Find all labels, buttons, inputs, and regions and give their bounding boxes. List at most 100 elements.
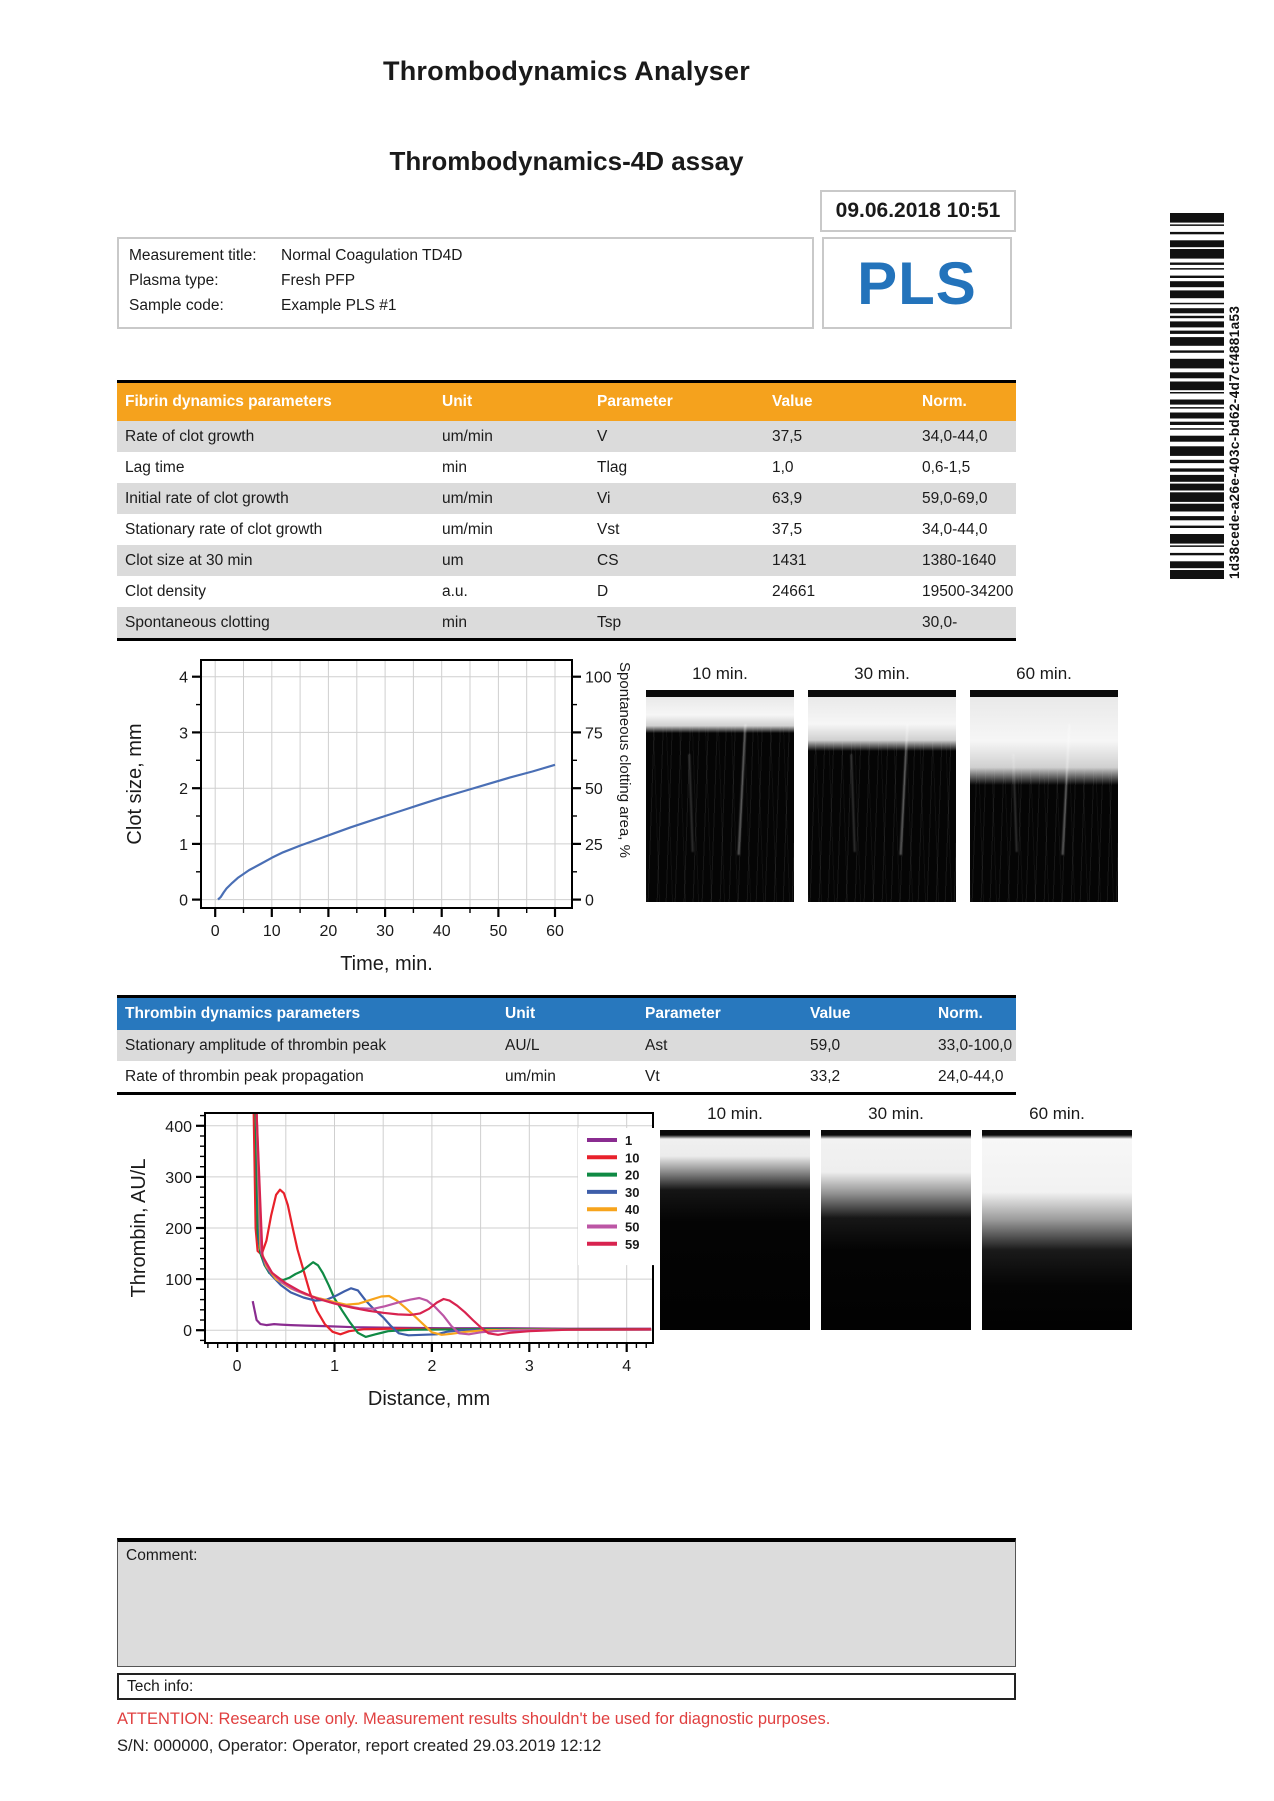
svg-text:30: 30	[625, 1185, 639, 1200]
svg-text:1: 1	[625, 1133, 632, 1148]
svg-text:40: 40	[433, 923, 451, 940]
svg-text:0: 0	[179, 893, 188, 910]
svg-text:10: 10	[263, 923, 281, 940]
info-value: Example PLS #1	[281, 297, 397, 314]
table-cell: um/min	[505, 1067, 556, 1085]
info-row: Measurement title: Normal Coagulation TD4…	[129, 247, 812, 265]
column-header: Value	[810, 1005, 851, 1022]
fibrin-photo-label-30min: 30 min.	[854, 664, 910, 683]
svg-text:2: 2	[427, 1358, 436, 1375]
table-cell: um/min	[442, 489, 493, 507]
table-cell: 0,6-1,5	[922, 458, 971, 476]
serial-operator-line: S/N: 000000, Operator: Operator, report …	[117, 1737, 602, 1755]
column-header: Parameter	[597, 393, 673, 410]
thrombin-glow-photo-10min	[660, 1130, 810, 1330]
column-header: Norm.	[938, 1005, 983, 1022]
svg-text:25: 25	[585, 837, 603, 854]
svg-text:59: 59	[625, 1237, 639, 1252]
table-cell: 37,5	[772, 520, 803, 538]
table-cell: 34,0-44,0	[922, 520, 988, 538]
pls-logo: PLS	[857, 249, 977, 317]
report-datetime: 09.06.2018 10:51	[835, 199, 1001, 222]
svg-text:0: 0	[211, 923, 220, 940]
table-cell: 33,0-100,0	[938, 1036, 1013, 1054]
comment-box[interactable]: Comment:	[117, 1538, 1016, 1667]
table-cell: um	[442, 551, 464, 569]
table-row: Initial rate of clot growth um/min Vi 63,9 5…	[117, 483, 1016, 514]
thrombin-photo-label-10min: 10 min.	[707, 1104, 763, 1123]
tech-info-box[interactable]: Tech info:	[117, 1673, 1016, 1700]
svg-text:Time, min.: Time, min.	[340, 953, 433, 975]
svg-text:4: 4	[179, 670, 188, 687]
svg-text:Thrombin, AU/L: Thrombin, AU/L	[128, 1159, 150, 1298]
column-header: Norm.	[922, 393, 967, 410]
thrombin-table-header: Thrombin dynamics parameters Unit Paramete…	[117, 996, 1016, 1030]
svg-text:Clot size, mm: Clot size, mm	[124, 723, 146, 844]
svg-text:40: 40	[625, 1202, 639, 1217]
svg-text:100: 100	[165, 1272, 192, 1289]
table-cell: 24661	[772, 582, 816, 600]
report-datetime-box: 09.06.2018 10:51	[820, 190, 1016, 232]
table-cell: AU/L	[505, 1036, 540, 1054]
column-header: Thrombin dynamics parameters	[125, 1005, 361, 1022]
table-cell: Tsp	[597, 613, 622, 631]
table-cell: Vst	[597, 520, 620, 538]
table-row: Stationary rate of clot growth um/min Vst 3…	[117, 514, 1016, 545]
table-cell: Stationary rate of clot growth	[125, 520, 323, 538]
app-title: Thrombodynamics Analyser	[383, 56, 750, 86]
barcode	[1170, 213, 1224, 579]
table-row: Spontaneous clotting min Tsp 30,0-	[117, 607, 1016, 640]
fibrin-photo-label-60min: 60 min.	[1016, 664, 1072, 683]
svg-text:20: 20	[320, 923, 338, 940]
column-header: Fibrin dynamics parameters	[125, 393, 332, 410]
table-cell: 24,0-44,0	[938, 1067, 1004, 1085]
svg-text:400: 400	[165, 1119, 192, 1136]
table-cell: Stationary amplitude of thrombin peak	[125, 1036, 387, 1054]
svg-text:30: 30	[376, 923, 394, 940]
table-cell: a.u.	[442, 582, 468, 600]
table-row: Rate of thrombin peak propagation um/min V…	[117, 1061, 1016, 1094]
fibrin-photo-label-10min: 10 min.	[692, 664, 748, 683]
table-cell: CS	[597, 551, 619, 569]
table-cell: min	[442, 458, 467, 476]
table-cell: 37,5	[772, 427, 803, 445]
thrombin-glow-photo-30min	[821, 1130, 971, 1330]
svg-text:1: 1	[330, 1358, 339, 1375]
table-cell: Vt	[645, 1067, 660, 1085]
table-cell: D	[597, 582, 609, 600]
thrombin-table-body: Stationary amplitude of thrombin peak AU/…	[117, 1030, 1016, 1094]
table-cell: 19500-34200	[922, 582, 1014, 600]
fibrin-clot-photo-60min	[970, 690, 1118, 902]
clot-band	[808, 697, 956, 751]
svg-text:200: 200	[165, 1221, 192, 1238]
table-cell: 63,9	[772, 489, 803, 507]
table-cell: Tlag	[597, 458, 628, 476]
table-cell: 34,0-44,0	[922, 427, 988, 445]
table-row: Lag time min Tlag 1,0 0,6-1,5	[117, 452, 1016, 483]
svg-text:10: 10	[625, 1150, 639, 1165]
table-cell: Lag time	[125, 458, 185, 476]
svg-text:0: 0	[233, 1358, 242, 1375]
svg-text:1: 1	[179, 837, 188, 854]
table-row: Clot size at 30 min um CS 1431 1380-1640	[117, 545, 1016, 576]
table-cell: Clot size at 30 min	[125, 551, 253, 569]
cuvette-edge	[646, 690, 794, 697]
svg-text:300: 300	[165, 1170, 192, 1187]
table-cell: 1380-1640	[922, 551, 997, 569]
clot-band	[970, 697, 1118, 785]
table-cell: 1,0	[772, 458, 794, 476]
barcode-text: 1d38cede-a26e-403c-bd62-4d7cf4881a53	[1227, 305, 1242, 579]
table-cell: 59,0	[810, 1036, 841, 1054]
info-value: Normal Coagulation TD4D	[281, 247, 463, 264]
thrombin-parameters-table: Thrombin dynamics parameters Unit Paramete…	[117, 995, 1016, 1095]
column-header: Unit	[442, 393, 473, 410]
info-value: Fresh PFP	[281, 272, 356, 289]
column-header: Parameter	[645, 1005, 721, 1022]
measurement-info-box: Measurement title: Normal Coagulation TD4…	[117, 237, 814, 329]
svg-text:Distance, mm: Distance, mm	[368, 1388, 490, 1410]
table-cell: 59,0-69,0	[922, 489, 988, 507]
svg-text:50: 50	[585, 781, 603, 798]
table-row: Rate of clot growth um/min V 37,5 34,0-44,0	[117, 421, 1016, 452]
svg-text:50: 50	[489, 923, 507, 940]
